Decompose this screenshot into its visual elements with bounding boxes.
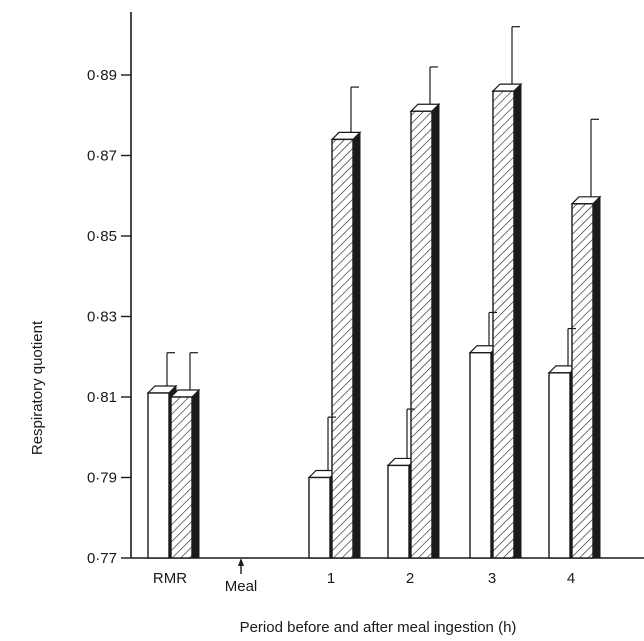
y-ticks: 0·77 0·79 0·81 0·83 0·85 0·87 0·89 — [87, 67, 131, 567]
x-axis-title: Period before and after meal ingestion (… — [240, 619, 517, 636]
bar-front — [170, 396, 193, 559]
bar-side — [191, 388, 200, 559]
error-bars — [166, 26, 599, 471]
bars — [146, 82, 602, 559]
bar-side — [352, 131, 361, 559]
x-tick-label: 1 — [327, 570, 335, 587]
bar-side — [513, 82, 522, 559]
bar-front — [571, 203, 594, 559]
y-tick-label: 0·85 — [87, 228, 117, 245]
y-tick-label: 0·79 — [87, 470, 117, 487]
y-axis-title: Respiratory quotient — [29, 320, 46, 455]
bar-side — [592, 195, 601, 559]
y-tick-label: 0·89 — [87, 67, 117, 84]
bar-hatched — [570, 195, 602, 559]
x-tick-label: 2 — [406, 570, 414, 587]
meal-arrow-head-icon — [238, 558, 244, 566]
y-tick-label: 0·87 — [87, 148, 117, 165]
bar-front — [387, 464, 410, 559]
x-tick-label: 4 — [567, 570, 575, 587]
x-ticks: RMR Meal 1 2 3 4 — [153, 558, 575, 595]
x-tick-label: 3 — [488, 570, 496, 587]
bar-front — [410, 110, 433, 559]
bar-hatched — [491, 82, 523, 559]
y-tick-label: 0·81 — [87, 389, 117, 406]
x-tick-label-meal: Meal — [225, 578, 258, 595]
bar-front — [492, 90, 515, 559]
bar-hatched — [330, 131, 362, 559]
bar-front — [147, 392, 170, 559]
bar-front — [331, 138, 354, 559]
bar-side — [431, 103, 440, 559]
y-tick-label: 0·77 — [87, 550, 117, 567]
x-tick-label: RMR — [153, 570, 187, 587]
bar-hatched — [409, 103, 441, 559]
bar-front — [308, 476, 331, 559]
bar-front — [548, 372, 571, 559]
bar-hatched — [169, 388, 201, 559]
bar-front — [469, 352, 492, 559]
y-tick-label: 0·83 — [87, 309, 117, 326]
